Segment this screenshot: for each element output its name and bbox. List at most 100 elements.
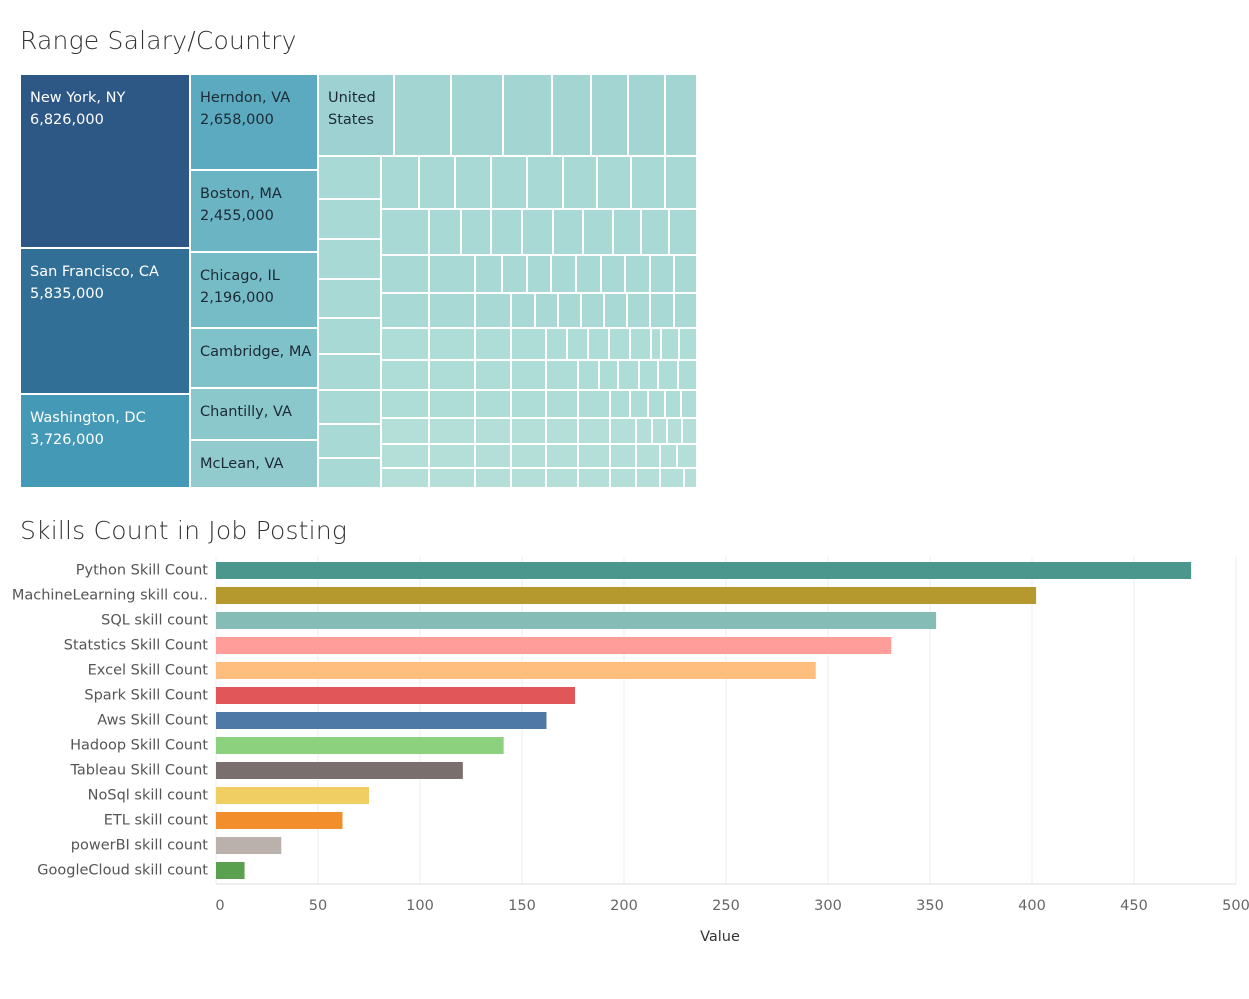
treemap-tile-small[interactable] — [318, 318, 381, 354]
treemap-tile-small[interactable] — [546, 468, 578, 488]
treemap-tile-small[interactable] — [652, 418, 667, 444]
treemap-tile-small[interactable] — [648, 390, 665, 418]
treemap-tile-small[interactable] — [527, 255, 551, 293]
treemap-tile-small[interactable] — [381, 390, 429, 418]
treemap-tile-small[interactable] — [639, 360, 658, 390]
treemap-tile-small[interactable] — [650, 255, 674, 293]
treemap-tile-chicago-il[interactable]: Chicago, IL 2,196,000 — [190, 252, 318, 328]
treemap-tile-small[interactable] — [630, 390, 648, 418]
treemap-tile-small[interactable] — [429, 468, 475, 488]
treemap-tile-small[interactable] — [618, 360, 639, 390]
treemap-tile-small[interactable] — [429, 255, 475, 293]
treemap-tile-small[interactable] — [674, 293, 697, 328]
treemap-tile-small[interactable] — [491, 209, 522, 255]
treemap-tile-small[interactable] — [627, 293, 650, 328]
treemap-tile-small[interactable] — [563, 156, 597, 209]
treemap-tile-small[interactable] — [552, 74, 591, 156]
treemap-tile-small[interactable] — [394, 74, 451, 156]
bar[interactable] — [216, 737, 504, 754]
treemap-tile-herndon-va[interactable]: Herndon, VA 2,658,000 — [190, 74, 318, 170]
treemap-tile-small[interactable] — [381, 468, 429, 488]
treemap-tile-small[interactable] — [546, 444, 578, 468]
treemap-tile-small[interactable] — [583, 209, 613, 255]
treemap-tile-small[interactable] — [678, 360, 697, 390]
treemap-tile-small[interactable] — [601, 255, 625, 293]
treemap-tile-small[interactable] — [558, 293, 581, 328]
treemap-tile-small[interactable] — [576, 255, 601, 293]
treemap-tile-boston-ma[interactable]: Boston, MA 2,455,000 — [190, 170, 318, 252]
treemap-tile-small[interactable] — [599, 360, 618, 390]
bar[interactable] — [216, 862, 245, 879]
treemap-tile-united-states[interactable]: United States — [318, 74, 394, 156]
treemap-tile-small[interactable] — [546, 328, 567, 360]
treemap-tile-small[interactable] — [578, 360, 599, 390]
treemap-tile-chantilly-va[interactable]: Chantilly, VA — [190, 388, 318, 440]
treemap-tile-small[interactable] — [511, 468, 546, 488]
treemap-tile-small[interactable] — [318, 239, 381, 279]
treemap-tile-small[interactable] — [461, 209, 491, 255]
treemap-tile-small[interactable] — [591, 74, 628, 156]
treemap-tile-small[interactable] — [511, 328, 546, 360]
treemap-tile-small[interactable] — [628, 74, 665, 156]
treemap-tile-small[interactable] — [679, 328, 697, 360]
treemap-tile-small[interactable] — [610, 444, 636, 468]
treemap-tile-small[interactable] — [381, 293, 429, 328]
treemap-tile-washington-dc[interactable]: Washington, DC 3,726,000 — [20, 394, 190, 488]
treemap-tile-small[interactable] — [419, 156, 455, 209]
bar[interactable] — [216, 812, 343, 829]
treemap-tile-small[interactable] — [578, 390, 610, 418]
treemap-tile-small[interactable] — [546, 418, 578, 444]
treemap-tile-small[interactable] — [650, 293, 674, 328]
bar[interactable] — [216, 762, 463, 779]
treemap-tile-small[interactable] — [381, 328, 429, 360]
bar[interactable] — [216, 837, 282, 854]
treemap-tile-small[interactable] — [636, 444, 660, 468]
treemap-tile-small[interactable] — [318, 199, 381, 239]
treemap-tile-small[interactable] — [511, 293, 535, 328]
treemap-tile-small[interactable] — [381, 360, 429, 390]
treemap-tile-small[interactable] — [613, 209, 641, 255]
treemap-tile-small[interactable] — [631, 156, 665, 209]
treemap-tile-small[interactable] — [553, 209, 583, 255]
treemap-tile-small[interactable] — [491, 156, 527, 209]
treemap-tile-small[interactable] — [381, 418, 429, 444]
treemap-tile-small[interactable] — [475, 468, 511, 488]
treemap-tile-small[interactable] — [658, 360, 678, 390]
treemap-tile-small[interactable] — [511, 444, 546, 468]
treemap-tile-small[interactable] — [475, 255, 502, 293]
bar[interactable] — [216, 637, 892, 654]
treemap-tile-small[interactable] — [665, 74, 697, 156]
treemap-tile-new-york-ny[interactable]: New York, NY 6,826,000 — [20, 74, 190, 248]
treemap-tile-small[interactable] — [588, 328, 609, 360]
treemap-tile-small[interactable] — [651, 328, 661, 360]
treemap-tile-small[interactable] — [684, 468, 697, 488]
treemap-tile-small[interactable] — [660, 468, 684, 488]
treemap-tile-small[interactable] — [451, 74, 503, 156]
bar[interactable] — [216, 662, 816, 679]
treemap-tile-small[interactable] — [609, 328, 630, 360]
treemap-tile-small[interactable] — [381, 156, 419, 209]
treemap-tile-small[interactable] — [381, 209, 429, 255]
treemap-tile-small[interactable] — [665, 156, 697, 209]
treemap-tile-small[interactable] — [503, 74, 552, 156]
treemap-tile-small[interactable] — [318, 156, 381, 199]
treemap-tile-small[interactable] — [674, 255, 697, 293]
treemap-tile-small[interactable] — [475, 444, 511, 468]
treemap-tile-small[interactable] — [522, 209, 553, 255]
bar[interactable] — [216, 612, 937, 629]
treemap-tile-small[interactable] — [667, 418, 682, 444]
treemap-tile-small[interactable] — [551, 255, 576, 293]
treemap-tile-small[interactable] — [475, 390, 511, 418]
treemap-tile-small[interactable] — [475, 328, 511, 360]
treemap-tile-small[interactable] — [567, 328, 588, 360]
treemap-tile-small[interactable] — [527, 156, 563, 209]
treemap-tile-small[interactable] — [381, 444, 429, 468]
treemap-tile-small[interactable] — [502, 255, 527, 293]
treemap-tile-small[interactable] — [318, 458, 381, 488]
treemap-tile-small[interactable] — [610, 390, 630, 418]
treemap-tile-small[interactable] — [429, 418, 475, 444]
treemap-tile-san-francisco-ca[interactable]: San Francisco, CA 5,835,000 — [20, 248, 190, 394]
bar[interactable] — [216, 712, 547, 729]
treemap-tile-small[interactable] — [429, 444, 475, 468]
treemap-tile-small[interactable] — [318, 390, 381, 424]
